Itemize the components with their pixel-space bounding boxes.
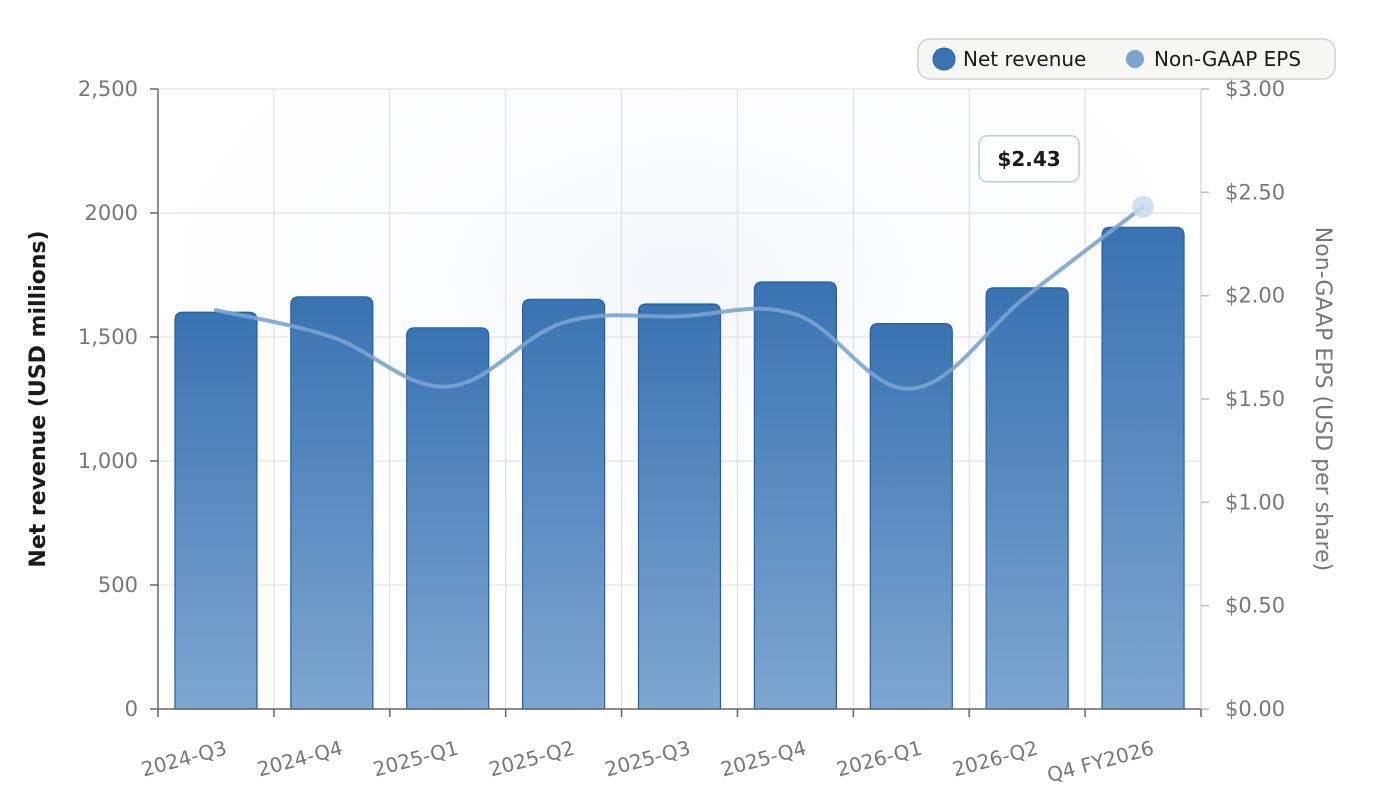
y-tick-label: 1,500 [78, 325, 138, 349]
y-axis-title: Net revenue (USD millions) [26, 230, 51, 567]
x-tick-label: 2024-Q4 [255, 736, 346, 782]
legend-label-non-gaap-eps: Non-GAAP EPS [1154, 47, 1301, 71]
bar-net-revenue [986, 288, 1068, 709]
y-tick-label: 2,500 [78, 77, 138, 101]
y2-tick-label: $2.50 [1225, 180, 1285, 204]
y2-tick-label: $1.00 [1225, 490, 1285, 514]
legend-label-net-revenue: Net revenue [963, 47, 1086, 71]
bar-net-revenue [291, 297, 373, 709]
annotation-label: $2.43 [997, 147, 1060, 171]
y-tick-label: 2000 [85, 201, 138, 225]
y2-tick-label: $0.50 [1225, 594, 1285, 618]
highlight-point-eps [1132, 196, 1154, 218]
x-tick-label: 2026-Q1 [834, 736, 925, 782]
y2-tick-label: $0.00 [1225, 697, 1285, 721]
bar-net-revenue [754, 282, 836, 709]
y-tick-label: 500 [98, 573, 138, 597]
x-tick-label: 2025-Q2 [486, 736, 577, 782]
y2-tick-label: $3.00 [1225, 77, 1285, 101]
legend-swatch-net-revenue [933, 48, 955, 70]
x-tick-label: 2026-Q2 [950, 736, 1041, 782]
bar-net-revenue [175, 312, 257, 709]
bar-net-revenue [523, 299, 605, 709]
y2-tick-label: $2.00 [1225, 284, 1285, 308]
y2-axis-title: Non-GAAP EPS (USD per share) [1310, 227, 1335, 571]
legend-swatch-non-gaap-eps [1126, 50, 1144, 68]
x-tick-label: 2024-Q3 [139, 736, 230, 782]
bar-net-revenue [639, 304, 721, 709]
y2-tick-label: $1.50 [1225, 387, 1285, 411]
x-tick-label: 2025-Q1 [370, 736, 461, 782]
y-tick-label: 0 [125, 697, 138, 721]
x-tick-label: 2025-Q3 [602, 736, 693, 782]
bar-net-revenue [1102, 227, 1184, 709]
y-tick-label: 1,000 [78, 449, 138, 473]
x-tick-label: 2025-Q4 [718, 736, 809, 782]
x-tick-label: Q4 FY2026 [1044, 736, 1156, 788]
